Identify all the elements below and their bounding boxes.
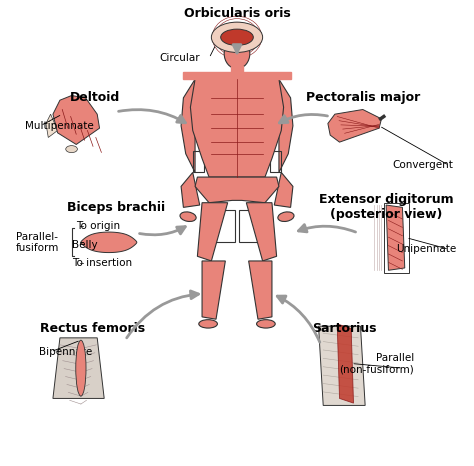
Polygon shape [181,172,200,207]
Text: To origin: To origin [76,221,120,231]
Polygon shape [202,261,225,319]
Ellipse shape [199,320,218,328]
Polygon shape [53,96,100,144]
Ellipse shape [66,145,77,153]
Polygon shape [81,232,137,253]
Text: Biceps brachii: Biceps brachii [67,201,165,214]
Text: Rectus femoris: Rectus femoris [40,322,145,335]
Polygon shape [337,324,354,403]
Text: Multipennate: Multipennate [25,121,94,131]
Text: Deltoid: Deltoid [70,91,120,104]
Text: Pectoralis major: Pectoralis major [306,91,420,104]
Polygon shape [195,177,279,203]
Polygon shape [181,79,195,172]
Ellipse shape [211,22,263,52]
Polygon shape [231,66,243,72]
Text: Convergent: Convergent [393,160,454,171]
Polygon shape [53,338,104,398]
Text: Circular: Circular [159,53,200,63]
Polygon shape [274,172,293,207]
Ellipse shape [76,340,86,396]
Polygon shape [46,114,57,137]
Ellipse shape [180,212,196,221]
Ellipse shape [221,29,253,45]
Text: Orbicularis oris: Orbicularis oris [183,7,291,21]
Polygon shape [279,79,293,172]
Text: Sartorius: Sartorius [312,322,376,335]
Text: Parallel-
fusiform: Parallel- fusiform [16,232,59,253]
Polygon shape [183,72,291,79]
Ellipse shape [256,320,275,328]
Text: Parallel
(non-fusiform): Parallel (non-fusiform) [339,353,414,374]
Polygon shape [191,79,283,177]
Text: Unipennate: Unipennate [396,244,456,254]
Text: Belly: Belly [72,240,97,250]
Polygon shape [328,110,382,142]
Polygon shape [319,326,365,405]
Ellipse shape [224,38,250,69]
Text: Bipennate: Bipennate [39,347,92,357]
Ellipse shape [278,212,294,221]
Polygon shape [386,205,405,270]
Polygon shape [249,261,272,319]
Polygon shape [197,203,228,261]
Text: Extensor digitorum
(posterior view): Extensor digitorum (posterior view) [319,193,454,221]
Polygon shape [246,203,277,261]
Text: To insertion: To insertion [72,258,132,268]
